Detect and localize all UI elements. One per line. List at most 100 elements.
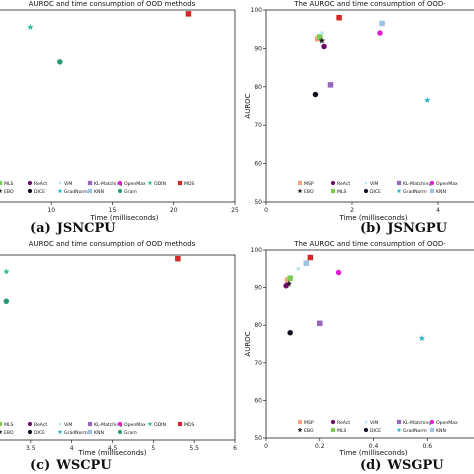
legend-marker-ebo (0, 188, 3, 194)
legend-label: Gram (124, 189, 137, 195)
x-axis-label: Time (milliseconds) (89, 214, 158, 222)
data-point-gradnorm (424, 96, 431, 103)
legend-label: OpenMax (124, 422, 146, 428)
legend-marker-gradnorm (57, 188, 63, 194)
legend-marker-knn (87, 188, 93, 194)
legend-marker-vim (364, 420, 368, 424)
x-tick-label: 4 (70, 445, 74, 452)
chart-title: The AUROC and time consumption of OOD- (293, 240, 446, 248)
legend-label: MLS (4, 422, 14, 428)
x-tick-label: 25 (231, 207, 239, 214)
legend-marker-kl-matching (396, 419, 402, 425)
x-tick-label: 0 (264, 207, 268, 214)
legend-label: GradNorm (403, 189, 427, 195)
legend-label: GradNorm (64, 430, 88, 436)
legend-label: KL-Matching (94, 181, 122, 187)
legend-marker-knn (429, 188, 435, 194)
legend-marker-knn (87, 429, 93, 435)
legend-marker-react (27, 421, 33, 427)
legend-marker-kl-matching (396, 180, 402, 186)
legend-label: KL-Matching (403, 420, 431, 426)
y-tick-label: 70 (254, 360, 262, 367)
legend: MSP ReAct ViM KL-Matching OpenMax EBO MLS DICE G… (297, 419, 458, 434)
legend-label: ReAct (34, 181, 47, 187)
y-tick-label: 60 (254, 397, 262, 404)
legend-label: MLS (337, 428, 347, 434)
legend-label: EBO (4, 189, 14, 195)
x-axis-label: Time (milliseconds) (338, 214, 407, 222)
legend-marker-react (330, 419, 336, 425)
data-point-gram (3, 298, 10, 304)
legend-marker-openmax (117, 421, 123, 427)
legend-label: MDS (184, 181, 195, 187)
legend-marker-dice (363, 427, 369, 433)
y-tick-label: 90 (254, 285, 262, 292)
legend-label: ViM (370, 181, 378, 187)
panel-caption: (a) JSNCPU (30, 221, 116, 236)
data-point-gradnorm (418, 334, 426, 342)
legend-label: Gram (124, 430, 137, 436)
panel-caption: (b) JSNGPU (360, 221, 448, 236)
y-tick-label: 80 (254, 322, 262, 329)
chart-panel-d: The AUROC and time consumption of OOD- 0 0… (244, 240, 474, 473)
data-point-dice (287, 329, 293, 336)
data-point-ebo (318, 37, 326, 44)
x-tick-label: 20 (170, 207, 178, 214)
data-point-knn (379, 20, 385, 27)
legend-label: KNN (94, 430, 104, 436)
data-point-ebo (285, 280, 293, 287)
legend-marker-openmax (117, 180, 123, 186)
data-point-mls (317, 34, 323, 40)
legend-label: KL-Matching (403, 181, 431, 187)
data-point-openmax (335, 269, 342, 276)
x-axis-label: Time (milliseconds) (77, 449, 146, 457)
legend-marker-gram (117, 188, 123, 194)
panel-caption: (c) WSCPU (30, 458, 112, 473)
legend-label: MDS (184, 422, 195, 428)
y-tick-label: 50 (254, 199, 262, 206)
legend-marker-odin (147, 421, 153, 427)
caption-name: WSGPU (386, 458, 444, 473)
legend: MSP ReAct ViM KL-Matching OpenMax EBO MLS DICE G… (297, 180, 458, 195)
legend-label: DICE (370, 189, 381, 195)
y-tick-label: 50 (254, 435, 262, 442)
legend-marker-mls (330, 427, 336, 433)
legend-label: ViM (370, 420, 378, 426)
legend-marker-msp (297, 419, 303, 425)
data-point-dice (312, 91, 319, 98)
legend-marker-kl-matching (87, 180, 93, 186)
legend-marker-mds (177, 421, 183, 427)
legend-label: KNN (94, 189, 104, 195)
y-tick-label: 90 (254, 45, 262, 52)
panel-caption: (d) WSGPU (360, 458, 444, 473)
data-point-mds (185, 11, 192, 17)
legend-marker-dice (363, 188, 369, 194)
x-tick-label: 15 (109, 207, 117, 214)
x-tick-label: 5.5 (189, 445, 199, 452)
data-point-kl-matching (327, 82, 334, 88)
caption-letter: (c) (30, 458, 50, 473)
y-tick-label: 100 (251, 247, 263, 254)
data-point-vim (320, 31, 324, 35)
chart-panel-a: AUROC and time consumption of OOD method… (0, 0, 239, 236)
chart-title: The AUROC and time consumption of OOD- (293, 0, 446, 8)
legend-label: ReAct (34, 422, 47, 428)
caption-letter: (d) (360, 458, 381, 473)
caption-name: WSCPU (55, 458, 112, 473)
legend-label: OpenMax (124, 181, 146, 187)
legend-label: MLS (337, 189, 347, 195)
legend-label: EBO (4, 430, 14, 436)
plot-frame (265, 249, 474, 439)
chart-title: AUROC and time consumption of OOD method… (29, 0, 196, 8)
data-point-react (321, 43, 327, 50)
chart-panel-c: AUROC and time consumption of OOD method… (0, 240, 237, 473)
legend-label: KL-Matching (94, 422, 122, 428)
x-tick-label: 0 (264, 443, 268, 450)
legend-marker-mls (0, 421, 3, 427)
x-axis-label: Time (milliseconds) (338, 449, 407, 457)
y-tick-label: 100 (251, 7, 263, 14)
legend-marker-gradnorm (396, 188, 402, 194)
data-point-mds (175, 255, 181, 262)
legend-label: ODIN (154, 422, 166, 428)
